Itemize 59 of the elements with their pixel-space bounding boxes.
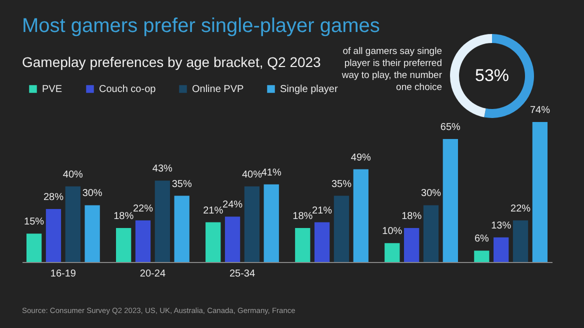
- data-label: 41%: [261, 167, 282, 178]
- data-label: 30%: [82, 188, 102, 200]
- bar: [295, 228, 310, 262]
- bar: [224, 216, 240, 262]
- data-label: 35%: [172, 178, 192, 190]
- data-label: 13%: [491, 220, 512, 232]
- data-label: 74%: [530, 105, 550, 116]
- bar: [264, 184, 279, 262]
- bar: [532, 122, 548, 262]
- data-label: 40%: [62, 169, 84, 180]
- bar: [353, 169, 368, 262]
- bar: [384, 243, 400, 262]
- bar: [84, 205, 100, 262]
- bar: [244, 186, 260, 262]
- chart-title: Most gamers prefer single-player games: [22, 15, 380, 37]
- data-label: 28%: [43, 192, 64, 204]
- bar: [442, 139, 458, 262]
- bar: [206, 222, 221, 262]
- text: of all gamers say single player is their preferred way to play, the number one choice: [340, 46, 442, 94]
- data-label: 10%: [382, 226, 402, 238]
- legend-label: Online PVP: [192, 84, 244, 95]
- data-label: 21%: [203, 205, 224, 216]
- data-label: 53%: [474, 66, 510, 85]
- data-label: 15%: [24, 216, 44, 228]
- bar: [334, 196, 350, 262]
- data-label: 18%: [402, 210, 422, 222]
- legend-label: Couch co-op: [99, 84, 156, 95]
- x-tick-label: 16-19: [50, 268, 76, 280]
- x-tick-label: 25-34: [229, 268, 256, 280]
- data-label: 35%: [331, 178, 352, 190]
- bar: [174, 196, 190, 262]
- bar: [26, 234, 42, 262]
- data-label: 22%: [510, 203, 531, 214]
- bar: [474, 250, 490, 262]
- data-label: 65%: [440, 122, 461, 134]
- bar: [65, 186, 80, 262]
- bar: [135, 220, 151, 262]
- data-label: 49%: [350, 152, 372, 164]
- bar: [512, 220, 528, 262]
- data-label: 18%: [114, 210, 134, 222]
- legend-label: Single player: [280, 84, 338, 95]
- data-label: 30%: [420, 188, 442, 200]
- chart-subtitle: Gameplay preferences by age bracket, Q2 2023: [22, 54, 322, 70]
- bar: [154, 180, 170, 262]
- data-label: 40%: [242, 169, 262, 180]
- legend-label: PVE: [42, 84, 62, 95]
- data-label: 43%: [152, 164, 173, 175]
- bar: [46, 209, 62, 262]
- data-label: 22%: [132, 203, 154, 214]
- bar: [423, 205, 439, 262]
- data-label: 18%: [292, 210, 313, 222]
- bar: [404, 228, 420, 262]
- bar: [314, 222, 330, 262]
- data-label: 6%: [474, 234, 490, 245]
- bar: [116, 228, 132, 262]
- data-label: 21%: [312, 205, 332, 216]
- x-tick-label: 20-24: [140, 268, 166, 280]
- data-label: 24%: [222, 200, 243, 211]
- bar: [494, 237, 509, 262]
